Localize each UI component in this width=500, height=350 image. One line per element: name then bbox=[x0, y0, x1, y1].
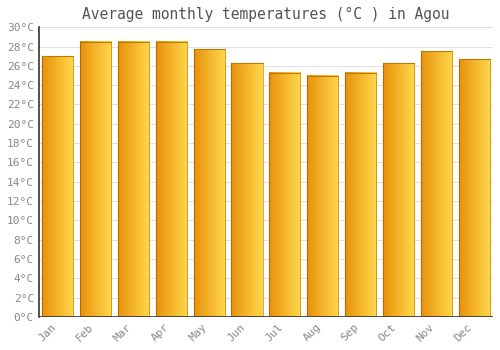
Title: Average monthly temperatures (°C ) in Agou: Average monthly temperatures (°C ) in Ag… bbox=[82, 7, 450, 22]
